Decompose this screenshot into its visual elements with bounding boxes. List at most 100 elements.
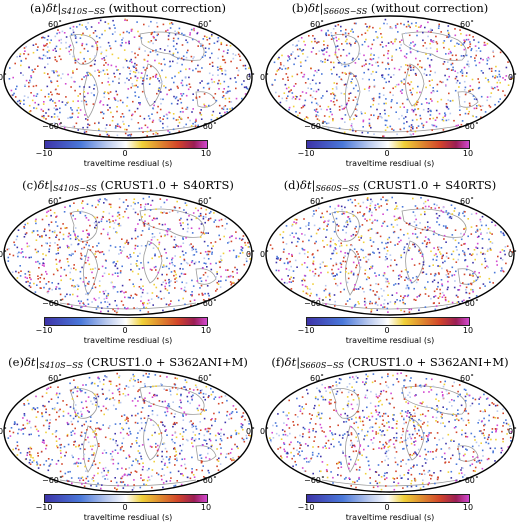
residual-point	[200, 231, 203, 234]
residual-point	[144, 69, 146, 71]
residual-point	[384, 129, 387, 131]
residual-point	[61, 298, 64, 301]
residual-point	[107, 92, 110, 95]
residual-point	[203, 434, 206, 437]
residual-point	[359, 259, 362, 261]
residual-point	[116, 134, 119, 137]
residual-point	[392, 87, 394, 90]
residual-point	[83, 130, 86, 132]
residual-point	[126, 416, 128, 419]
residual-point	[185, 204, 188, 207]
residual-point	[89, 426, 92, 428]
residual-point	[167, 130, 169, 132]
residual-point	[348, 93, 350, 95]
residual-point	[464, 86, 467, 89]
residual-point	[83, 95, 86, 98]
residual-point	[375, 301, 377, 304]
residual-point	[218, 79, 220, 82]
residual-point	[191, 423, 193, 426]
residual-point	[468, 297, 471, 299]
residual-point	[383, 135, 385, 137]
residual-point	[415, 281, 418, 284]
residual-point	[74, 404, 77, 406]
residual-point	[41, 264, 44, 266]
residual-point	[137, 432, 139, 434]
residual-point	[166, 125, 169, 128]
residual-point	[216, 40, 219, 43]
residual-point	[18, 428, 20, 431]
residual-point	[441, 255, 444, 258]
residual-point	[121, 475, 124, 478]
residual-point	[334, 211, 336, 214]
residual-point	[136, 462, 139, 464]
residual-point	[192, 108, 194, 110]
residual-point	[436, 478, 439, 481]
residual-point	[28, 245, 31, 247]
residual-point	[58, 261, 61, 263]
residual-point	[68, 232, 70, 235]
coastline	[401, 31, 467, 61]
residual-point	[480, 251, 482, 254]
residual-point	[70, 49, 72, 51]
residual-point	[485, 224, 487, 227]
residual-point	[116, 444, 119, 447]
residual-point	[219, 432, 222, 435]
residual-point	[235, 433, 238, 436]
residual-point	[38, 262, 41, 265]
residual-point	[286, 68, 289, 70]
residual-point	[200, 45, 202, 47]
residual-point	[463, 89, 466, 91]
residual-point	[232, 249, 235, 252]
residual-point	[442, 116, 445, 119]
residual-point	[220, 452, 222, 455]
residual-point	[443, 452, 446, 455]
residual-point	[61, 463, 63, 465]
residual-point	[118, 214, 121, 216]
residual-point	[192, 212, 195, 214]
residual-point	[328, 403, 331, 405]
residual-point	[229, 452, 232, 454]
residual-point	[334, 248, 337, 250]
residual-point	[154, 374, 157, 376]
residual-point	[200, 118, 203, 120]
residual-point	[429, 84, 431, 87]
residual-point	[385, 199, 387, 202]
residual-point	[369, 58, 372, 60]
residual-point	[26, 277, 28, 279]
residual-point	[452, 237, 455, 240]
residual-point	[396, 420, 398, 423]
residual-point	[478, 235, 480, 238]
residual-point	[414, 437, 416, 439]
residual-point	[135, 84, 137, 87]
residual-point	[475, 116, 478, 118]
residual-point	[448, 92, 450, 95]
residual-point	[181, 57, 183, 60]
residual-point	[59, 48, 62, 50]
residual-point	[240, 239, 243, 241]
residual-point	[288, 269, 291, 271]
residual-point	[157, 33, 159, 36]
residual-point	[134, 110, 136, 113]
residual-point	[70, 76, 73, 79]
residual-point	[174, 432, 176, 434]
residual-point	[211, 33, 213, 36]
residual-point	[91, 381, 94, 384]
residual-point	[219, 255, 222, 258]
residual-point	[496, 81, 499, 84]
residual-point	[141, 407, 144, 409]
residual-point	[310, 51, 313, 53]
residual-point	[180, 483, 183, 486]
residual-point	[104, 436, 107, 439]
residual-point	[452, 250, 455, 253]
residual-point	[479, 50, 482, 52]
residual-point	[96, 41, 99, 43]
residual-point	[384, 478, 386, 481]
residual-point	[415, 218, 417, 221]
residual-point	[416, 236, 419, 238]
residual-point	[48, 288, 50, 290]
residual-point	[475, 98, 478, 101]
residual-point	[217, 402, 220, 405]
residual-point	[53, 101, 56, 104]
residual-point	[412, 41, 414, 43]
residual-point	[161, 266, 164, 268]
